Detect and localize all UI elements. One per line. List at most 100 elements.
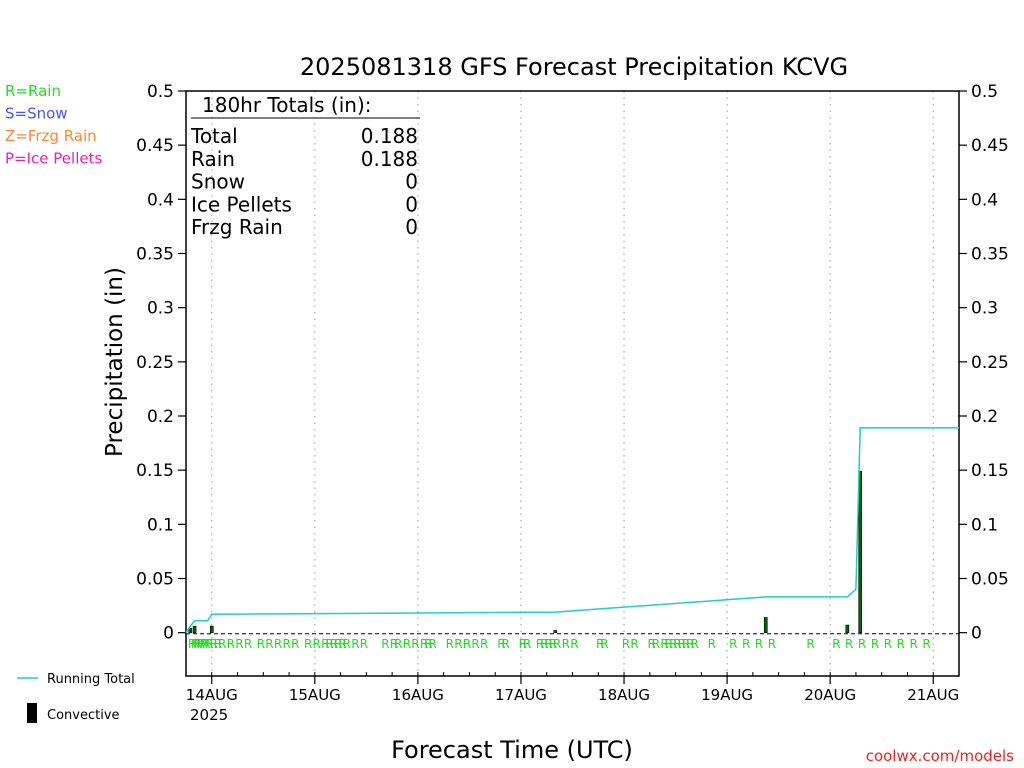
totals-header: 180hr Totals (in): bbox=[202, 93, 372, 117]
running-total-line bbox=[185, 427, 959, 634]
y-tick-label-left: 0.05 bbox=[136, 570, 174, 590]
y-tick-label-right: 0.2 bbox=[971, 407, 998, 427]
totals-value: 0.188 bbox=[361, 124, 418, 148]
y-axis-ticks: 0 00.05 0.050.1 0.10.15 0.150.2 0.20.25 0.250.… bbox=[136, 82, 1009, 644]
totals-label: Ice Pellets bbox=[191, 192, 292, 216]
ptype-marker: R bbox=[519, 637, 527, 651]
y-tick-label-left: 0.35 bbox=[136, 245, 174, 265]
ptype-marker: R bbox=[562, 637, 570, 651]
ptype-marker: R bbox=[428, 637, 436, 651]
ptype-marker: R bbox=[909, 637, 917, 651]
x-tick-label: 14AUG bbox=[186, 686, 238, 704]
y-tick-label-left: 0 bbox=[163, 624, 174, 644]
running-total-line-path bbox=[185, 427, 959, 634]
ptype-marker: R bbox=[686, 637, 694, 651]
ptype-marker: R bbox=[648, 637, 656, 651]
convective-bars bbox=[188, 470, 863, 633]
ptype-marker: R bbox=[544, 637, 552, 651]
ptype-marker: R bbox=[600, 637, 608, 651]
ptype-marker: R bbox=[806, 637, 814, 651]
ptype-marker: R bbox=[755, 637, 763, 651]
x-tick-label: 21AUG bbox=[907, 686, 959, 704]
ptype-marker: R bbox=[570, 637, 578, 651]
legend-item-frzg_rain: Z=Frzg Rain bbox=[5, 127, 97, 145]
totals-label: Snow bbox=[191, 170, 245, 194]
y-tick-label-left: 0.25 bbox=[136, 353, 174, 373]
convective-bar bbox=[192, 625, 197, 633]
precip-type-legend: R=Rain S=Snow Z=Frzg Rain P=Ice Pellets bbox=[5, 82, 102, 168]
y-tick-label-right: 0.4 bbox=[971, 190, 998, 210]
ptype-marker: R bbox=[235, 637, 243, 651]
ptype-marker: R bbox=[871, 637, 879, 651]
ptype-marker: R bbox=[884, 637, 892, 651]
x-axis-ticks: 14AUG 15AUG 16AUG 17AUG 18AUG 19AUG 20AUG 21AUG bbox=[185, 672, 960, 704]
ptype-marker: R bbox=[381, 637, 389, 651]
ptype-marker: R bbox=[403, 637, 411, 651]
convective-legend-label: Convective bbox=[47, 708, 120, 723]
ptype-marker: R bbox=[536, 637, 544, 651]
plot-frame bbox=[185, 90, 960, 677]
x-tick-label: 19AUG bbox=[701, 686, 753, 704]
totals-box: 180hr Totals (in): Total 0.188 Rain 0.188 Sn… bbox=[190, 93, 420, 239]
y-tick-label-left: 0.4 bbox=[147, 190, 174, 210]
ptype-marker: R bbox=[191, 637, 199, 651]
totals-label: Frzg Rain bbox=[191, 215, 283, 239]
totals-label: Total bbox=[190, 124, 238, 148]
ptype-marker: R bbox=[845, 637, 853, 651]
y-tick-label-left: 0.2 bbox=[147, 407, 174, 427]
x-tick-label: 16AUG bbox=[392, 686, 444, 704]
y-axis-label: Precipitation (in) bbox=[102, 267, 128, 457]
convective-bar bbox=[188, 628, 193, 633]
credit-text: coolwx.com/models bbox=[866, 747, 1014, 765]
ptype-marker: R bbox=[205, 637, 213, 651]
ptype-marker: R bbox=[858, 637, 866, 651]
totals-value: 0 bbox=[405, 192, 418, 216]
y-tick-label-right: 0.15 bbox=[971, 461, 1009, 481]
ptype-marker: R bbox=[214, 637, 222, 651]
ptype-marker: R bbox=[197, 637, 205, 651]
convective-bar bbox=[858, 470, 863, 633]
totals-value: 0.188 bbox=[361, 147, 418, 171]
chart-title: 2025081318 GFS Forecast Precipitation KC… bbox=[300, 53, 848, 81]
ptype-marker: R bbox=[480, 637, 488, 651]
y-tick-label-left: 0.45 bbox=[136, 136, 174, 156]
ptype-marker: R bbox=[729, 637, 737, 651]
ptype-marker: R bbox=[669, 637, 677, 651]
legend-item-snow: S=Snow bbox=[5, 105, 68, 123]
ptype-marker: R bbox=[446, 637, 454, 651]
convective-bar bbox=[209, 625, 214, 633]
ptype-marker: R bbox=[454, 637, 462, 651]
ptype-marker: R bbox=[218, 637, 226, 651]
legend-item-rain: R=Rain bbox=[5, 82, 61, 100]
ptype-marker: R bbox=[291, 637, 299, 651]
ptype-marker: R bbox=[282, 637, 290, 651]
y-tick-label-left: 0.1 bbox=[147, 515, 174, 535]
year-label: 2025 bbox=[190, 706, 228, 724]
convective-bar bbox=[553, 630, 558, 633]
ptype-marker: R bbox=[351, 637, 359, 651]
ptype-marker: R bbox=[678, 637, 686, 651]
ptype-marker: R bbox=[394, 637, 402, 651]
y-tick-label-right: 0.3 bbox=[971, 299, 998, 319]
ptype-marker: R bbox=[501, 637, 509, 651]
x-tick-label: 20AUG bbox=[804, 686, 856, 704]
ptype-marker: R bbox=[596, 637, 604, 651]
totals-value: 0 bbox=[405, 170, 418, 194]
y-tick-label-left: 0.3 bbox=[147, 299, 174, 319]
ptype-marker: R bbox=[200, 637, 208, 651]
ptype-marker: R bbox=[665, 637, 673, 651]
ptype-marker: R bbox=[553, 637, 561, 651]
totals-value: 0 bbox=[405, 215, 418, 239]
convective-bar bbox=[763, 617, 768, 633]
ptype-marker: R bbox=[274, 637, 282, 651]
ptype-marker: R bbox=[411, 637, 419, 651]
ptype-marker: R bbox=[832, 637, 840, 651]
ptype-marker: R bbox=[897, 637, 905, 651]
y-tick-label-right: 0.5 bbox=[971, 82, 998, 102]
ptype-marker: R bbox=[265, 637, 273, 651]
x-tick-label: 15AUG bbox=[289, 686, 341, 704]
ptype-marker: R bbox=[360, 637, 368, 651]
ptype-marker: R bbox=[742, 637, 750, 651]
ptype-marker: R bbox=[660, 637, 668, 651]
ptype-marker: R bbox=[188, 637, 196, 651]
